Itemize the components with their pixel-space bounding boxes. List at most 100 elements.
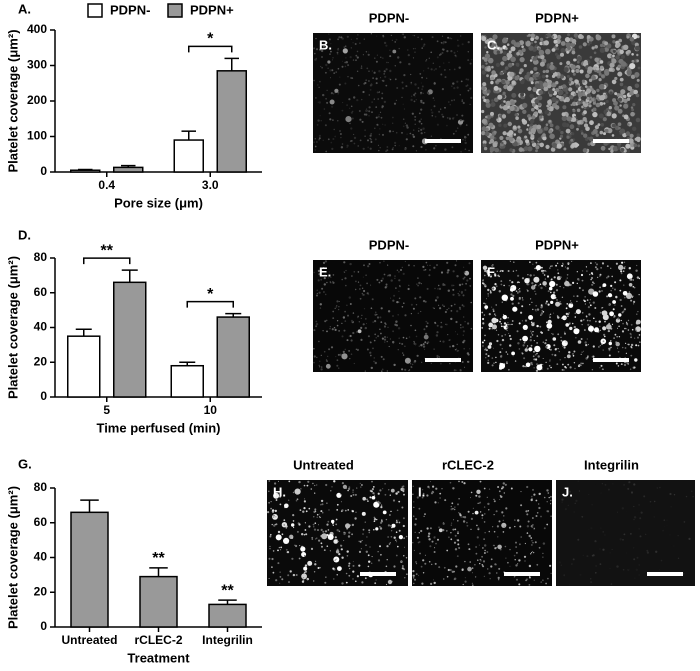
platelet: [374, 99, 375, 100]
platelet: [567, 75, 570, 78]
platelet: [397, 546, 399, 548]
platelet: [384, 101, 386, 103]
platelet: [335, 329, 337, 331]
platelet: [427, 288, 429, 290]
platelet: [515, 559, 516, 560]
platelet: [332, 328, 334, 330]
platelet: [338, 309, 339, 310]
platelet: [547, 66, 549, 68]
platelet: [533, 552, 534, 553]
platelet: [484, 513, 485, 514]
platelet: [546, 322, 548, 324]
platelet: [414, 297, 416, 299]
platelet: [612, 113, 617, 118]
platelet: [417, 355, 419, 357]
platelet: [352, 332, 354, 334]
platelet: [359, 288, 360, 289]
platelet: [603, 334, 605, 336]
platelet: [313, 47, 315, 49]
platelet: [510, 338, 512, 340]
platelet: [587, 137, 590, 140]
platelet: [639, 517, 641, 519]
platelet: [343, 48, 348, 53]
platelet: [600, 66, 604, 70]
platelet: [414, 35, 415, 36]
platelet: [497, 536, 498, 537]
platelet: [406, 536, 408, 538]
platelet: [606, 277, 608, 279]
platelet: [638, 67, 641, 70]
platelet: [579, 574, 581, 576]
platelet: [427, 265, 428, 266]
platelet: [502, 270, 504, 272]
platelet: [333, 525, 334, 526]
platelet: [392, 300, 394, 302]
platelet: [342, 335, 344, 337]
platelet: [326, 282, 328, 284]
platelet: [528, 46, 533, 51]
platelet: [373, 486, 375, 488]
platelet: [546, 489, 548, 491]
platelet: [636, 118, 641, 123]
platelet: [422, 266, 424, 268]
platelet: [421, 283, 422, 284]
micrograph: B.PDPN-: [313, 10, 473, 153]
platelet: [392, 50, 396, 54]
platelet: [439, 54, 441, 56]
platelet: [569, 95, 573, 99]
platelet: [463, 330, 465, 332]
platelet: [457, 40, 459, 42]
platelet: [311, 548, 313, 550]
platelet: [525, 320, 527, 322]
platelet: [567, 267, 569, 269]
platelet: [425, 555, 426, 556]
platelet: [557, 316, 559, 318]
platelet: [349, 358, 350, 359]
platelet: [465, 148, 467, 150]
platelet: [610, 150, 613, 153]
platelet: [395, 78, 397, 80]
platelet: [357, 56, 359, 58]
platelet: [503, 315, 507, 319]
platelet: [315, 325, 317, 327]
platelet: [510, 57, 516, 63]
platelet: [573, 328, 579, 334]
platelet: [566, 42, 571, 47]
platelet: [368, 54, 370, 56]
platelet: [401, 343, 403, 345]
platelet: [326, 503, 327, 504]
legend-swatch: [88, 4, 102, 17]
platelet: [511, 281, 513, 283]
platelet: [431, 68, 433, 70]
platelet: [344, 271, 345, 272]
micrograph: J.Integrilin: [556, 457, 695, 586]
platelet: [459, 67, 461, 69]
platelet: [441, 488, 442, 489]
platelet: [403, 126, 405, 128]
platelet: [428, 538, 430, 540]
platelet: [387, 559, 388, 560]
platelet: [398, 337, 400, 339]
platelet: [290, 570, 292, 572]
platelet: [280, 547, 282, 549]
platelet: [322, 94, 324, 96]
platelet: [321, 355, 322, 356]
platelet: [572, 282, 574, 284]
platelet: [303, 577, 304, 578]
platelet: [549, 134, 555, 140]
platelet: [574, 93, 577, 96]
platelet: [452, 147, 453, 148]
platelet: [594, 540, 596, 542]
platelet: [381, 356, 383, 358]
platelet: [621, 305, 623, 307]
platelet: [378, 493, 380, 495]
platelet: [439, 66, 441, 68]
platelet: [620, 299, 622, 301]
platelet: [324, 108, 326, 110]
platelet: [368, 335, 370, 337]
platelet: [424, 513, 426, 515]
platelet: [488, 509, 489, 510]
platelet: [371, 367, 373, 369]
platelet: [503, 515, 504, 516]
platelet: [401, 97, 402, 98]
